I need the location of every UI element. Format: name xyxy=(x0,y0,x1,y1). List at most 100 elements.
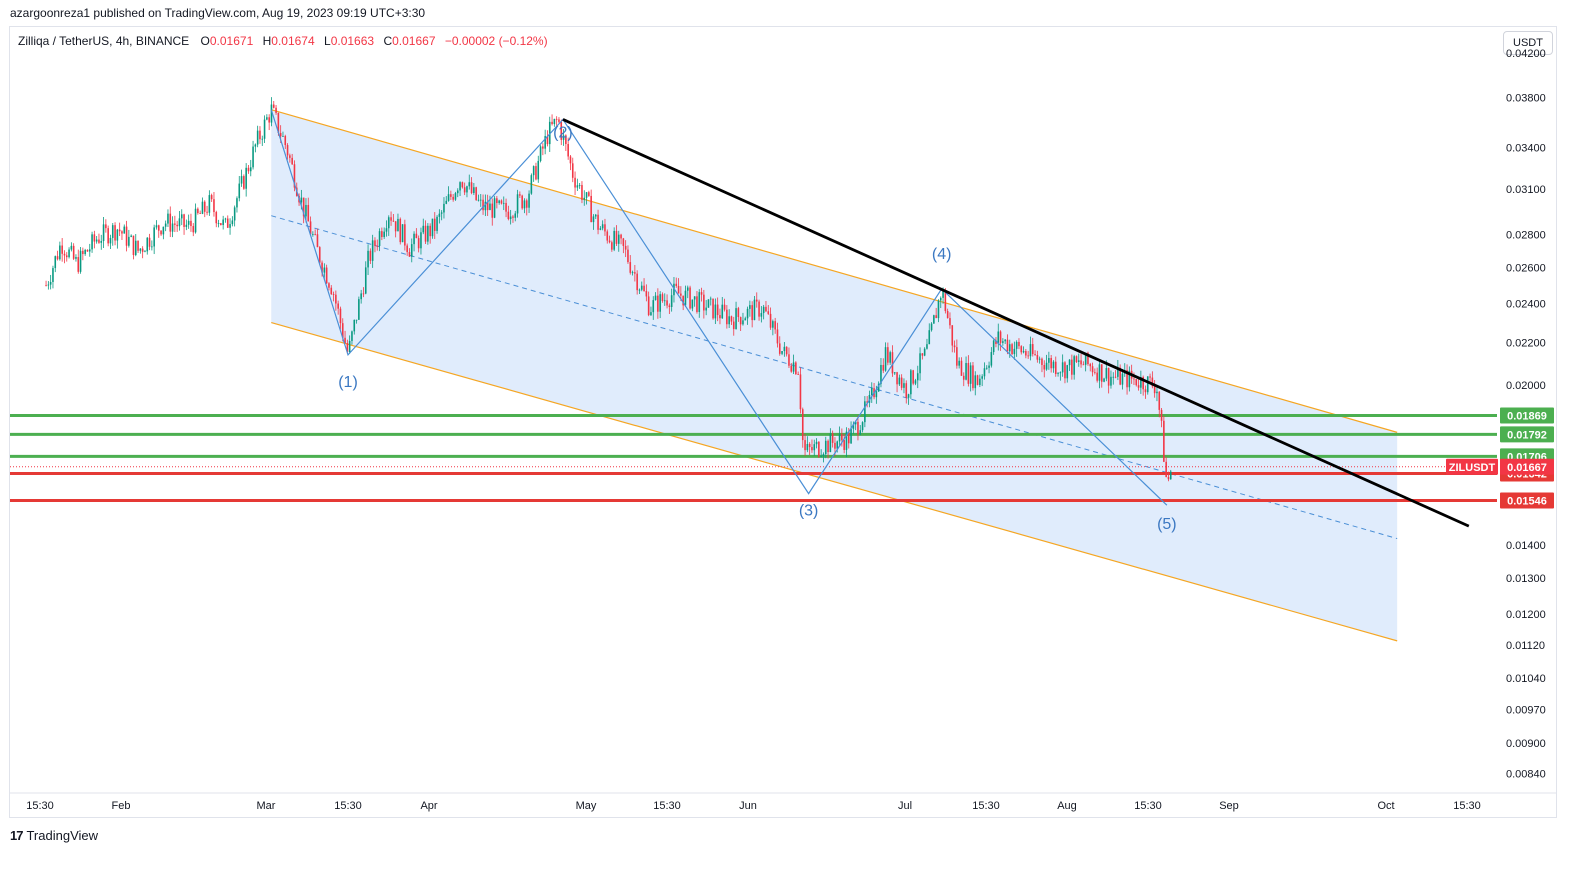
symbol-badge: ZILUSDT xyxy=(1449,462,1496,474)
candle-body xyxy=(1011,344,1013,355)
candle-body xyxy=(498,200,500,204)
candle-body xyxy=(300,197,303,203)
x-tick-label: 15:30 xyxy=(334,800,362,812)
candle-body xyxy=(1128,370,1131,388)
candle-body xyxy=(272,104,275,108)
candle-body xyxy=(243,176,245,189)
candle-body xyxy=(820,456,822,458)
candle-body xyxy=(500,200,503,204)
candle-body xyxy=(1027,355,1029,357)
x-tick-label: 15:30 xyxy=(26,800,54,812)
candle-body xyxy=(698,292,701,312)
last-price-badge-bg xyxy=(1500,458,1554,475)
candle-body xyxy=(401,224,404,243)
candle-body xyxy=(61,245,63,254)
candle-body xyxy=(804,440,806,451)
candle-body xyxy=(318,247,321,263)
candle-body xyxy=(588,192,590,196)
candle-body xyxy=(1126,370,1128,388)
candle-body xyxy=(144,251,146,253)
candle-body xyxy=(788,354,790,366)
candle-body xyxy=(744,318,747,321)
candle-body xyxy=(1018,341,1020,347)
candle-body xyxy=(266,117,268,120)
candle-body xyxy=(953,345,956,348)
candle-body xyxy=(1091,366,1094,373)
candle-body xyxy=(946,311,949,319)
candle-body xyxy=(1013,348,1016,355)
symbol-name[interactable]: Zilliqa / TetherUS, 4h, BINANCE xyxy=(18,34,190,48)
high-label: H xyxy=(262,34,272,48)
candle-body xyxy=(919,353,921,374)
candle-body xyxy=(891,352,894,374)
candle-body xyxy=(1114,376,1117,378)
candle-body xyxy=(376,245,379,247)
candle-body xyxy=(328,283,330,288)
candle-body xyxy=(581,185,583,200)
candle-body xyxy=(431,218,434,237)
candle-body xyxy=(951,325,954,346)
candle-body xyxy=(732,321,735,330)
candle-body xyxy=(1064,362,1066,379)
candle-body xyxy=(611,242,613,250)
candle-body xyxy=(608,240,611,243)
candle-body xyxy=(1073,356,1075,375)
candle-body xyxy=(565,135,567,145)
tradingview-brand[interactable]: 17 TradingView xyxy=(10,828,98,843)
candle-body xyxy=(716,304,719,316)
candle-body xyxy=(659,294,661,312)
candle-body xyxy=(898,377,901,385)
candle-body xyxy=(847,431,850,444)
candle-body xyxy=(206,211,208,213)
candle-body xyxy=(417,238,420,249)
y-tick-label: 0.02600 xyxy=(1506,263,1546,275)
candle-body xyxy=(1149,376,1151,378)
candle-body xyxy=(291,157,293,165)
x-tick-label: May xyxy=(576,800,597,812)
candle-body xyxy=(323,267,326,273)
candle-body xyxy=(268,117,270,123)
change-value: −0.00002 (−0.12%) xyxy=(444,34,548,48)
candle-body xyxy=(203,201,206,212)
candle-body xyxy=(532,166,535,176)
candle-body xyxy=(137,240,139,251)
candle-body xyxy=(1144,389,1147,393)
candle-body xyxy=(381,231,383,238)
candle-body xyxy=(615,230,618,244)
candle-body xyxy=(652,300,655,313)
candle-body xyxy=(728,316,730,325)
candle-body xyxy=(749,305,751,309)
candle-body xyxy=(666,300,668,306)
candle-body xyxy=(121,231,123,234)
candle-body xyxy=(339,308,342,324)
candle-body xyxy=(1075,356,1078,362)
candle-body xyxy=(95,239,98,242)
candle-body xyxy=(84,249,86,255)
candle-body xyxy=(63,253,66,256)
candle-body xyxy=(1057,373,1059,375)
candle-body xyxy=(944,290,947,312)
time-axis: 15:30 Feb Mar 15:30 Apr May 15:30 Jun Jul 15:30 Au… xyxy=(10,792,1556,812)
candle-body xyxy=(254,144,257,147)
candle-body xyxy=(521,195,523,209)
last-price-badge: 0.01667 xyxy=(1507,462,1547,474)
open-value: 0.01671 xyxy=(209,34,254,48)
x-tick-label: Aug xyxy=(1057,800,1077,812)
candle-body xyxy=(682,295,684,306)
chart-frame[interactable] xyxy=(9,26,1557,818)
currency-button[interactable]: USDT xyxy=(1503,31,1553,55)
candle-body xyxy=(1025,351,1027,356)
candle-body xyxy=(942,290,944,298)
y-tick-label: 0.04200 xyxy=(1506,48,1546,60)
candle-body xyxy=(604,224,606,232)
candle-body xyxy=(956,347,958,366)
candle-body xyxy=(585,192,588,198)
candle-body xyxy=(813,444,816,451)
candle-body xyxy=(153,227,155,247)
candle-body xyxy=(739,317,742,325)
candle-body xyxy=(176,224,178,227)
candle-body xyxy=(864,401,866,423)
candle-body xyxy=(707,299,710,308)
candle-body xyxy=(670,295,673,307)
